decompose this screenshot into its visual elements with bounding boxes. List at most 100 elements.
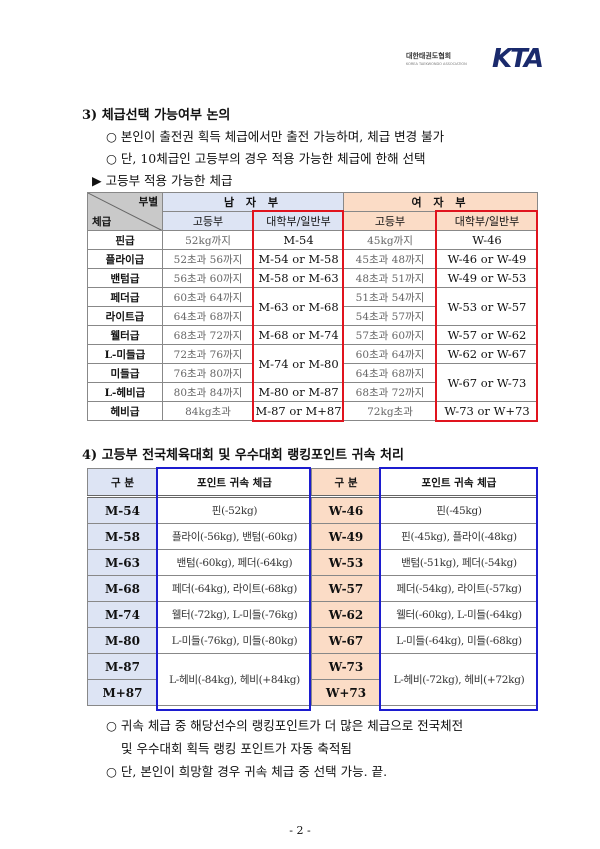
women-hs-range-cell: 64초과 68까지 [343,363,437,383]
women-hs-range-cell: 72kg초과 [343,401,437,421]
men-hs-range-cell: 56초과 60까지 [162,268,254,288]
note-1-cont: 및 우수대회 획득 랭킹 포인트가 자동 축적됨 [121,741,352,756]
women-point-class-cell: 페더(-54kg), 라이트(-57kg) [380,575,538,602]
women-class-code-cell: W-46 [311,496,381,524]
corner-top-label: 부별 [138,196,158,208]
table2-row: M-58 플라이(-56kg), 밴텀(-60kg) W-49 핀(-45kg), 플… [87,523,538,550]
table2-row: M-74 웰터(-72kg), L-미들(-76kg) W-62 웰터(-60kg),… [87,601,538,628]
weight-class-cell: 미들급 [87,363,163,383]
men-class-code-cell: M-74 [87,601,158,628]
women-class-code-cell: W+73 [311,679,381,706]
weight-class-cell: 웰터급 [87,325,163,345]
note-1: ○ 귀속 체급 중 해당선수의 랭킹포인트가 더 많은 체급으로 전국체전 [106,718,464,733]
section4-title: 4) 고등부 전국체육대회 및 우수대회 랭킹포인트 귀속 처리 [82,448,404,463]
men-hs-range-cell: 52kg까지 [162,230,254,250]
men-hs-range-cell: 80초과 84까지 [162,382,254,402]
women-univ-class-cell: W-46 [436,230,538,250]
weight-class-cell: L-미들급 [87,344,163,364]
table1-row: 미들급 76초과 80까지 64초과 68까지 W-67 or W-73 [87,363,538,402]
women-class-code-cell: W-73 [311,653,381,680]
women-point-class-cell: L-미들(-64kg), 미들(-68kg) [380,627,538,654]
table2-row: M-63 밴텀(-60kg), 페더(-64kg) W-53 밴텀(-51kg), 페… [87,549,538,576]
men-hs-range-cell: 76초과 80까지 [162,363,254,383]
section3-bullet-2: ○ 단, 10체급인 고등부의 경우 적용 가능한 체급에 한해 선택 [106,151,426,166]
men-univ-header: 대학부/일반부 [253,211,344,231]
women-div-header: 구 분 [311,468,381,498]
weight-class-table: 부별 체급 남 자 부 여 자 부 고등부 대학부/일반부 고등부 대학부/일반… [87,192,538,421]
women-hs-range-cell: 51초과 54까지 [343,287,437,307]
table1-row: 핀급 52kg까지 M-54 45kg까지 W-46 [87,230,538,250]
weight-class-cell: 헤비급 [87,401,163,421]
weight-class-cell: 플라이급 [87,249,163,269]
women-pts-header: 포인트 귀속 체급 [380,468,538,498]
women-hs-header: 고등부 [343,211,437,231]
men-class-code-cell: M+87 [87,679,158,706]
women-point-class-cell: 밴텀(-51kg), 페더(-54kg) [380,549,538,576]
table2-row: M+87 W+73 [87,679,538,706]
men-class-code-cell: M-58 [87,523,158,550]
weight-class-cell: 페더급 [87,287,163,307]
women-class-code-cell: W-53 [311,549,381,576]
men-point-class-cell: 핀(-52kg) [157,496,312,524]
women-point-class-cell: 핀(-45kg), 플라이(-48kg) [380,523,538,550]
men-univ-class-cell: M-68 or M-74 [253,325,344,345]
kta-logo: 대한태권도협회 KOREA TAEKWONDO ASSOCIATION KTA [406,44,544,86]
women-class-code-cell: W-49 [311,523,381,550]
logo-org-name: 대한태권도협회 [406,52,452,60]
men-univ-class-cell: M-74 or M-80 [253,344,344,383]
women-hs-range-cell: 45kg까지 [343,230,437,250]
men-point-class-cell: 페더(-64kg), 라이트(-68kg) [157,575,312,602]
weight-class-cell: 라이트급 [87,306,163,326]
women-hs-range-cell: 60초과 64까지 [343,344,437,364]
men-hs-range-cell: 64초과 68까지 [162,306,254,326]
women-univ-class-cell: W-46 or W-49 [436,249,538,269]
women-univ-class-cell: W-62 or W-67 [436,344,538,364]
weight-class-cell: L-헤비급 [87,382,163,402]
men-hs-range-cell: 68초과 72까지 [162,325,254,345]
women-hs-range-cell: 68초과 72까지 [343,382,437,402]
women-hs-range-cell: 54초과 57까지 [343,306,437,326]
women-univ-class-cell: W-57 or W-62 [436,325,538,345]
table1-row: 페더급 60초과 64까지 M-63 or M-68 51초과 54까지 W-53 or… [87,287,538,326]
men-univ-class-cell: M-54 [253,230,344,250]
women-hs-range-cell: 48초과 51까지 [343,268,437,288]
weight-class-cell: 핀급 [87,230,163,250]
women-point-class-cell: 핀(-45kg) [380,496,538,524]
women-class-code-cell: W-62 [311,601,381,628]
men-class-code-cell: M-68 [87,575,158,602]
weight-class-cell: 밴텀급 [87,268,163,288]
table2-row: M-68 페더(-64kg), 라이트(-68kg) W-57 페더(-54kg), … [87,575,538,602]
table1-row: L-미들급 72초과 76까지 M-74 or M-80 60초과 64까지 W-62 … [87,344,538,383]
women-univ-class-cell: W-53 or W-57 [436,287,538,326]
men-hs-range-cell: 72초과 76까지 [162,344,254,364]
men-univ-class-cell: M-80 or M-87 [253,382,344,402]
men-div-header: 구 분 [87,468,158,498]
page-number: - 2 - [289,824,311,837]
ranking-point-table: 구 분 포인트 귀속 체급 구 분 포인트 귀속 체급 M-54 핀(-52kg)… [87,468,538,706]
men-hs-header: 고등부 [162,211,254,231]
women-point-class-cell: L-헤비(-72kg), 헤비(+72kg) [380,653,538,706]
men-hs-range-cell: 60초과 64까지 [162,287,254,307]
men-class-code-cell: M-80 [87,627,158,654]
table1-row: 헤비급 84kg초과 M-87 or M+87 72kg초과 W-73 or W+73 [87,401,538,421]
men-division-header: 남 자 부 [162,192,344,212]
women-class-code-cell: W-67 [311,627,381,654]
men-univ-class-cell: M-58 or M-63 [253,268,344,288]
women-class-code-cell: W-57 [311,575,381,602]
men-univ-class-cell: M-87 or M+87 [253,401,344,421]
men-univ-class-cell: M-63 or M-68 [253,287,344,326]
note-2: ○ 단, 본인이 희망할 경우 귀속 체급 중 선택 가능. 끝. [106,764,388,779]
men-class-code-cell: M-54 [87,496,158,524]
table2-row: M-54 핀(-52kg) W-46 핀(-45kg) [87,496,538,524]
men-point-class-cell: L-미들(-76kg), 미들(-80kg) [157,627,312,654]
men-class-code-cell: M-87 [87,653,158,680]
men-pts-header: 포인트 귀속 체급 [157,468,312,498]
men-univ-class-cell: M-54 or M-58 [253,249,344,269]
men-point-class-cell: 밴텀(-60kg), 페더(-64kg) [157,549,312,576]
table1-row: 밴텀급 56초과 60까지 M-58 or M-63 48초과 51까지 W-49 or… [87,268,538,288]
table1-row: L-헤비급 80초과 84까지 M-80 or M-87 68초과 72까지 [87,382,538,402]
table2-row: M-87 L-헤비(-84kg), 헤비(+84kg) W-73 L-헤비(-72kg… [87,653,538,706]
men-class-code-cell: M-63 [87,549,158,576]
women-hs-range-cell: 57초과 60까지 [343,325,437,345]
women-univ-class-cell: W-49 or W-53 [436,268,538,288]
